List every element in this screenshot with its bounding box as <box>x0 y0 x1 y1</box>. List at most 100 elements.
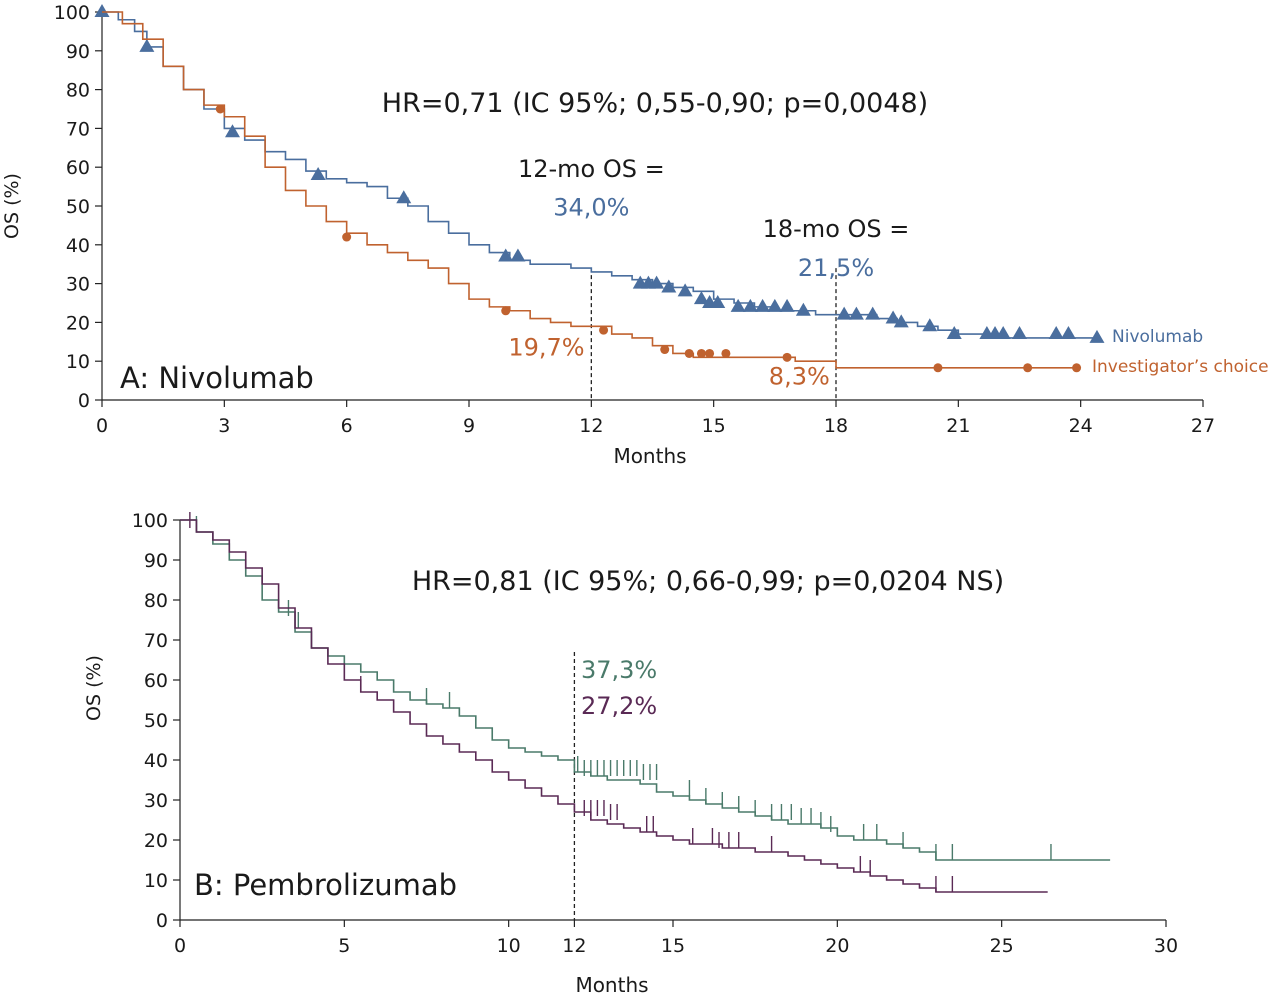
series-line-series-2 <box>180 519 1048 893</box>
x-tick-label: 18 <box>824 415 848 437</box>
chart-title: HR=0,71 (IC 95%; 0,55-0,90; p=0,0048) <box>382 88 928 119</box>
censor-marker <box>599 325 609 335</box>
censor-marker <box>693 291 709 305</box>
censor-marker <box>1089 329 1105 343</box>
censor-marker <box>139 38 155 52</box>
y-tick-label: 80 <box>144 590 168 612</box>
censor-marker <box>721 348 731 358</box>
censor-marker <box>696 348 706 358</box>
y-tick-label: 90 <box>66 41 90 63</box>
censor-marker <box>710 295 726 308</box>
y-tick-label: 40 <box>144 750 168 772</box>
x-tick-label: 0 <box>174 935 186 957</box>
censor-marker <box>779 298 795 312</box>
panel-label: B: Pembrolizumab <box>194 868 457 902</box>
y-tick-label: 70 <box>144 630 168 652</box>
censor-marker <box>94 4 110 17</box>
annotation: 8,3% <box>769 362 830 390</box>
censor-marker <box>649 275 665 289</box>
censor-marker <box>1048 326 1064 340</box>
censor-marker <box>933 363 943 373</box>
x-tick-label: 30 <box>1154 935 1178 957</box>
panel-label: A: Nivolumab <box>120 361 314 395</box>
y-tick-label: 100 <box>132 510 168 532</box>
censor-marker <box>1023 363 1033 373</box>
y-tick-label: 50 <box>66 196 90 218</box>
y-tick-label: 0 <box>156 910 168 932</box>
annotation: 19,7% <box>508 333 584 361</box>
series-label: Investigator’s choice <box>1092 357 1269 377</box>
x-tick-label: 12 <box>562 935 586 957</box>
annotation: 34,0% <box>553 194 629 222</box>
censor-marker <box>677 283 693 297</box>
y-tick-label: 20 <box>66 312 90 334</box>
censor-marker <box>510 248 526 262</box>
censor-marker <box>755 298 771 312</box>
censor-marker <box>865 306 881 320</box>
y-tick-label: 10 <box>66 351 90 373</box>
chart-panel-a: 0 3 6 9 12 15 18 21 24 27 0 10 20 30 40 50 60 70 80 90 100 Mo… <box>1 2 1269 468</box>
y-tick-label: 30 <box>66 274 90 296</box>
censor-marker <box>224 124 240 138</box>
censor-marker <box>498 248 514 262</box>
x-tick-label: 21 <box>946 415 970 437</box>
annotation: 27,2% <box>581 692 657 720</box>
censor-marker <box>396 190 412 204</box>
censor-marker <box>742 298 758 312</box>
chart-panel-b: 0 5 10 12 15 20 25 30 0 10 20 30 40 50 60 70 80 90 100 Mont… <box>83 510 1178 997</box>
censor-marker <box>1012 326 1027 340</box>
y-tick-label: 80 <box>66 80 90 102</box>
y-tick-label: 50 <box>144 710 168 732</box>
y-tick-label: 30 <box>144 790 168 812</box>
censor-marker <box>767 298 783 312</box>
series-line-investigator-s-choice <box>102 11 1077 369</box>
censor-marker <box>730 298 746 312</box>
annotation: 12-mo OS = <box>518 155 665 183</box>
censor-marker <box>705 348 715 358</box>
annotation: 21,5% <box>798 254 874 282</box>
y-tick-label: 10 <box>144 870 168 892</box>
y-axis-label: OS (%) <box>83 655 105 721</box>
censor-marker <box>893 314 909 328</box>
censor-marker <box>795 302 811 316</box>
censor-marker <box>995 326 1011 340</box>
annotation: 18-mo OS = <box>763 215 910 243</box>
censor-marker <box>215 104 225 114</box>
censor-marker <box>782 352 792 362</box>
y-tick-label: 60 <box>66 157 90 179</box>
censor-marker <box>684 348 694 358</box>
y-tick-label: 20 <box>144 830 168 852</box>
x-tick-label: 6 <box>341 415 353 437</box>
x-tick-label: 20 <box>825 935 849 957</box>
x-tick-label: 10 <box>497 935 521 957</box>
x-tick-label: 9 <box>463 415 475 437</box>
censor-marker <box>1060 326 1076 340</box>
censor-marker <box>501 306 511 316</box>
censor-marker <box>836 306 852 320</box>
x-tick-label: 24 <box>1069 415 1093 437</box>
chart-title: HR=0,81 (IC 95%; 0,66-0,99; p=0,0204 NS) <box>412 566 1004 597</box>
censor-marker <box>885 310 901 324</box>
y-tick-label: 40 <box>66 235 90 257</box>
censor-marker <box>660 345 670 355</box>
x-tick-label: 5 <box>338 935 350 957</box>
x-tick-label: 12 <box>579 415 603 437</box>
x-tick-label: 27 <box>1191 415 1215 437</box>
censor-marker <box>922 318 938 332</box>
censor-marker <box>342 232 352 242</box>
censor-marker <box>946 326 962 340</box>
y-tick-label: 60 <box>144 670 168 692</box>
y-axis-label: OS (%) <box>1 173 23 239</box>
annotation: 37,3% <box>581 656 657 684</box>
censor-marker <box>848 306 864 320</box>
y-tick-label: 0 <box>78 390 90 412</box>
x-axis-label: Months <box>613 444 686 468</box>
x-tick-label: 25 <box>990 935 1014 957</box>
x-tick-label: 15 <box>661 935 685 957</box>
x-tick-label: 15 <box>702 415 726 437</box>
y-tick-label: 100 <box>54 2 90 24</box>
series-label: Nivolumab <box>1112 327 1203 347</box>
x-tick-label: 3 <box>218 415 230 437</box>
censor-marker <box>1072 363 1082 373</box>
